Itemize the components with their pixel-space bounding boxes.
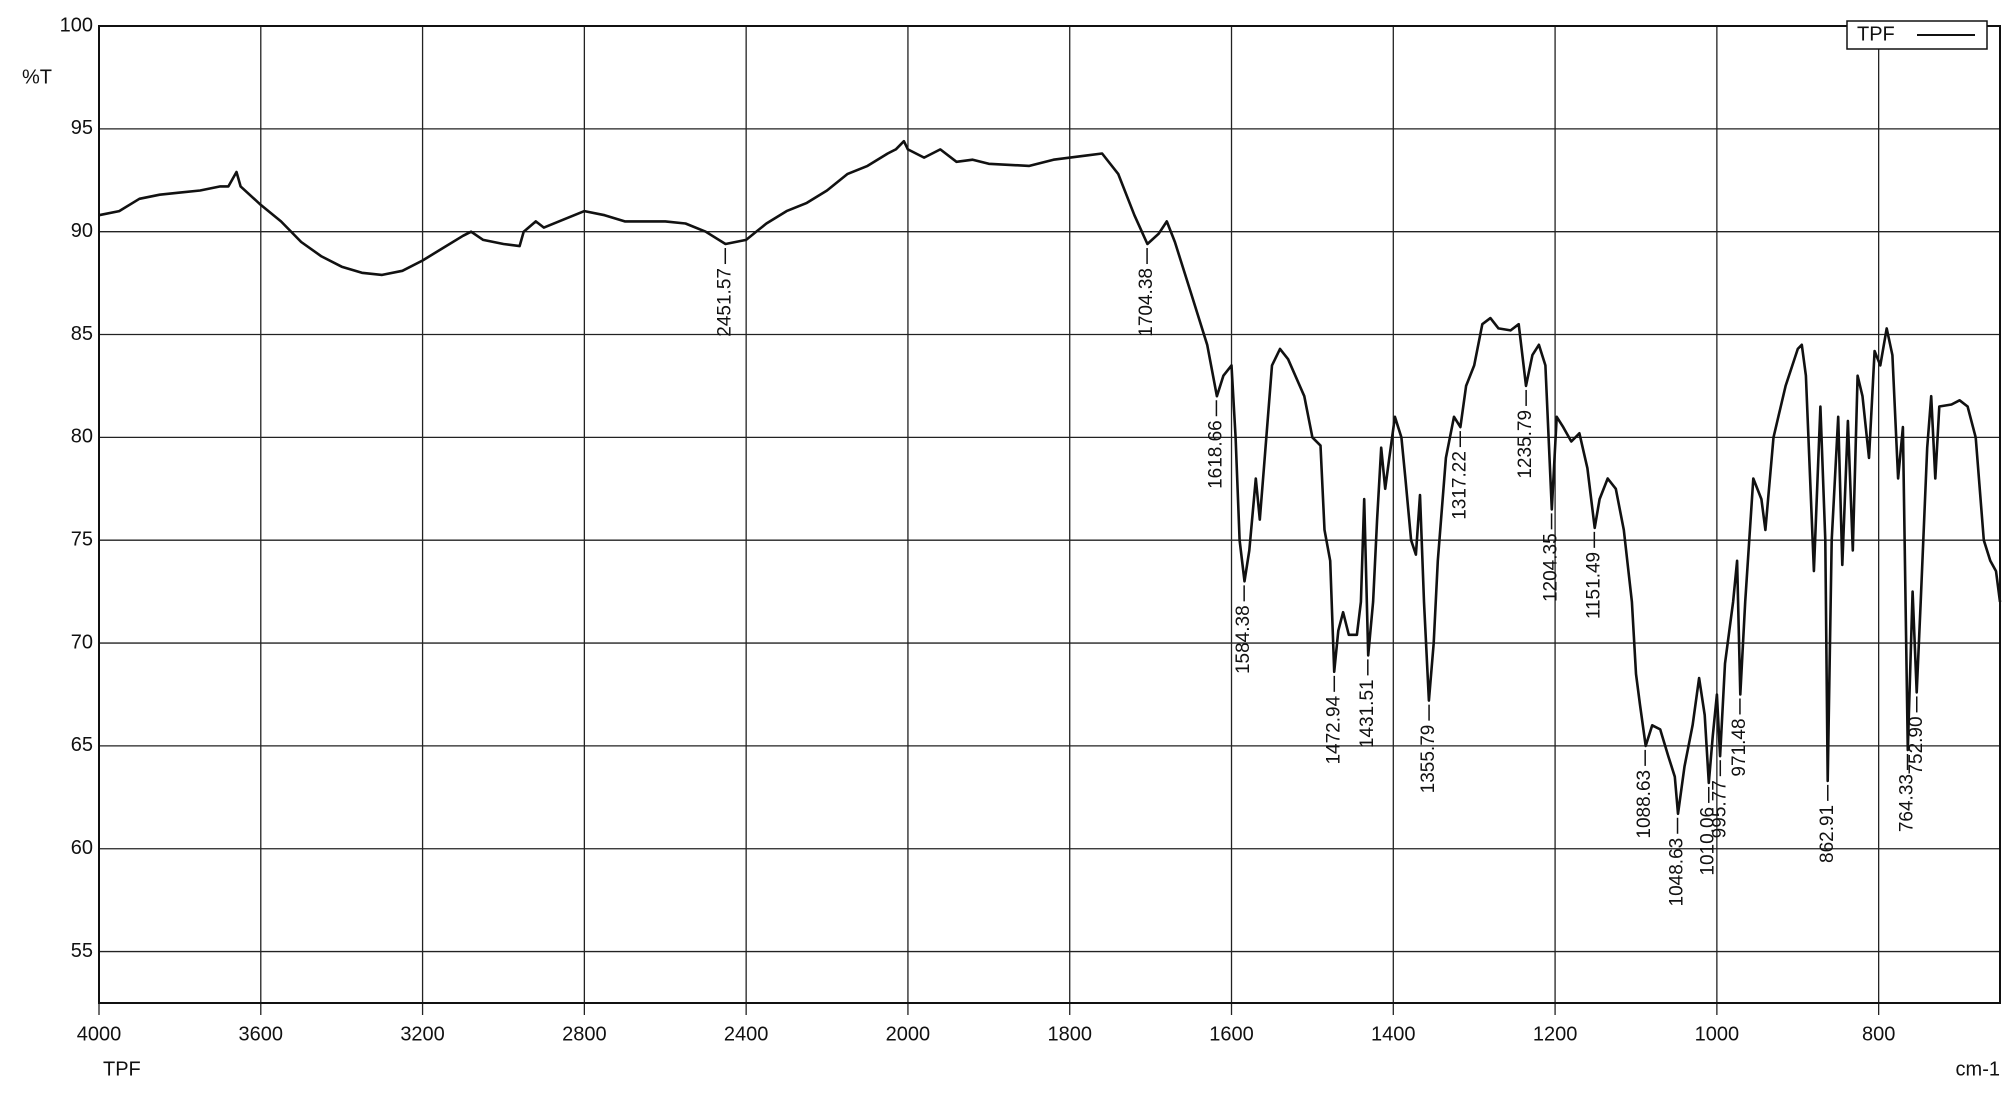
x-tick-label: 800 [1862, 1023, 1895, 1045]
peak-label: 1317.22 [1449, 451, 1470, 520]
peak-label: 1472.94 [1323, 695, 1344, 764]
peak-label: 1010.06 [1698, 807, 1719, 876]
x-tick-label: 4000 [77, 1023, 122, 1045]
spectrum-line [98, 139, 2002, 816]
peak-label: 1048.63 [1667, 838, 1688, 907]
x-tick-label: 1600 [1209, 1023, 1254, 1045]
x-axis-label: cm-1 [1956, 1058, 2000, 1080]
peak-label: 1355.79 [1418, 725, 1439, 794]
peak-label: 1151.49 [1583, 552, 1604, 619]
y-tick-label: 90 [71, 220, 93, 242]
y-tick-label: 95 [71, 117, 93, 139]
x-tick-label: 3200 [400, 1023, 445, 1045]
peak-label: 995.77 [1709, 780, 1730, 838]
x-tick-label: 1400 [1371, 1023, 1416, 1045]
peak-label: 862.91 [1817, 805, 1838, 863]
x-tick-label: 1000 [1695, 1023, 1740, 1045]
x-tick-label: 3600 [239, 1023, 284, 1045]
y-axis-label: %T [22, 66, 52, 88]
sample-label: TPF [103, 1058, 141, 1080]
x-tick-label: 2000 [886, 1023, 931, 1045]
peak-label: 752.90 [1906, 716, 1927, 774]
y-tick-label: 55 [71, 940, 93, 962]
y-tick-label: 80 [71, 426, 93, 448]
y-tick-label: 100 [60, 14, 93, 36]
y-tick-label: 75 [71, 528, 93, 550]
peak-label: 1584.38 [1233, 605, 1254, 674]
peak-label: 1704.38 [1136, 268, 1157, 337]
x-tick-label: 2800 [562, 1023, 607, 1045]
peak-label: 1618.66 [1205, 420, 1226, 489]
peak-label: 971.48 [1729, 718, 1750, 776]
legend-label: TPF [1857, 23, 1895, 45]
peak-label: 1431.51 [1357, 679, 1378, 748]
y-tick-label: 60 [71, 837, 93, 859]
y-tick-label: 85 [71, 323, 93, 345]
y-tick-label: 65 [71, 734, 93, 756]
x-tick-label: 1800 [1047, 1023, 1092, 1045]
peak-label: 2451.57 [714, 268, 735, 337]
plot-frame [98, 25, 2001, 1004]
y-tick-label: 70 [71, 631, 93, 653]
x-tick-label: 1200 [1533, 1023, 1578, 1045]
x-tick-label: 2400 [724, 1023, 769, 1045]
peak-label: 1088.63 [1634, 770, 1655, 839]
peak-label: 764.33 [1897, 774, 1918, 832]
peak-label: 1235.79 [1515, 410, 1536, 479]
peak-label: 1204.35 [1541, 533, 1562, 602]
